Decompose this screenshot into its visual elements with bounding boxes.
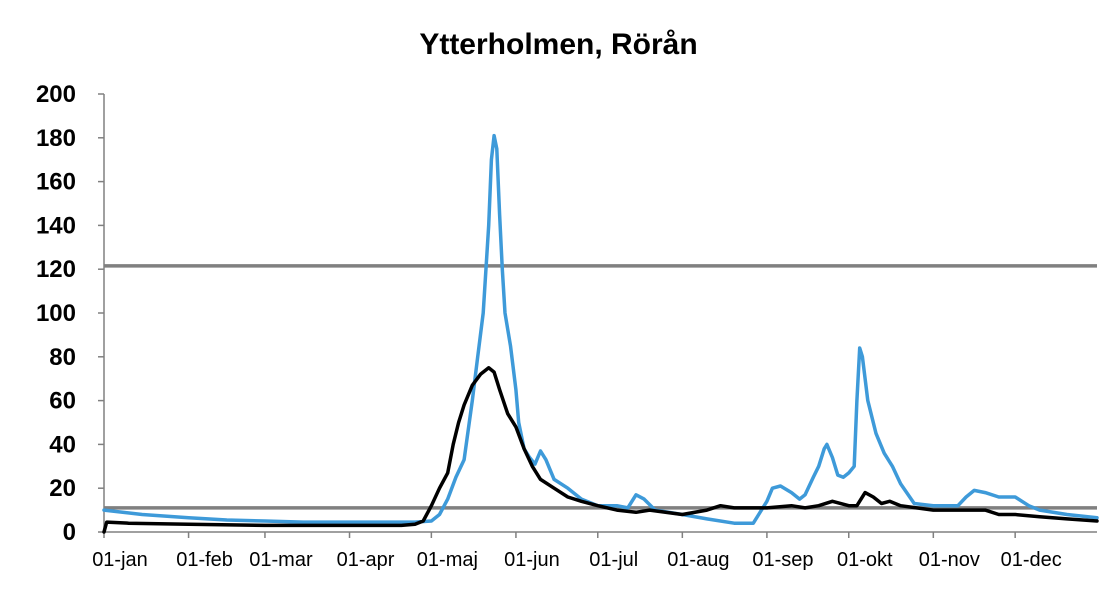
x-tick-label: 01-maj xyxy=(417,549,478,571)
x-tick-label: 01-aug xyxy=(667,549,729,571)
reference-lines xyxy=(104,264,1097,510)
x-tick-label: 01-jan xyxy=(92,549,148,571)
y-tick-label: 80 xyxy=(49,344,76,371)
x-tick-label: 01-sep xyxy=(752,549,813,571)
chart-title: Ytterholmen, Rörån xyxy=(419,28,698,61)
y-tick-label: 100 xyxy=(36,300,76,327)
y-tick-label: 120 xyxy=(36,256,76,283)
x-tick-label: 01-jun xyxy=(504,549,560,571)
y-tick-label: 0 xyxy=(63,519,76,546)
x-tick-label: 01-dec xyxy=(1001,549,1062,571)
y-tick-label: 40 xyxy=(49,431,76,458)
y-tick-label: 180 xyxy=(36,125,76,152)
series-layer xyxy=(102,133,1099,534)
chart-axes xyxy=(98,93,1097,538)
x-tick-label: 01-nov xyxy=(919,549,980,571)
y-tick-label: 160 xyxy=(36,169,76,196)
y-tick-label: 20 xyxy=(49,475,76,502)
y-tick-labels: 0 20 40 60 80 100 120 140 160 180 200 xyxy=(36,81,76,546)
x-tick-label: 01-okt xyxy=(837,549,893,571)
y-tick-label: 200 xyxy=(36,81,76,108)
y-tick-label: 60 xyxy=(49,388,76,415)
series-line-blue xyxy=(102,133,1099,525)
y-tick-label: 140 xyxy=(36,212,76,239)
series-line-black xyxy=(102,366,1099,534)
x-tick-label: 01-mar xyxy=(249,549,313,571)
x-tick-label: 01-apr xyxy=(337,549,395,571)
x-tick-label: 01-feb xyxy=(176,549,233,571)
x-tick-labels: 01-jan 01-feb 01-mar 01-apr 01-maj 01-jun 01-j… xyxy=(92,549,1062,571)
x-tick-label: 01-jul xyxy=(589,549,638,571)
